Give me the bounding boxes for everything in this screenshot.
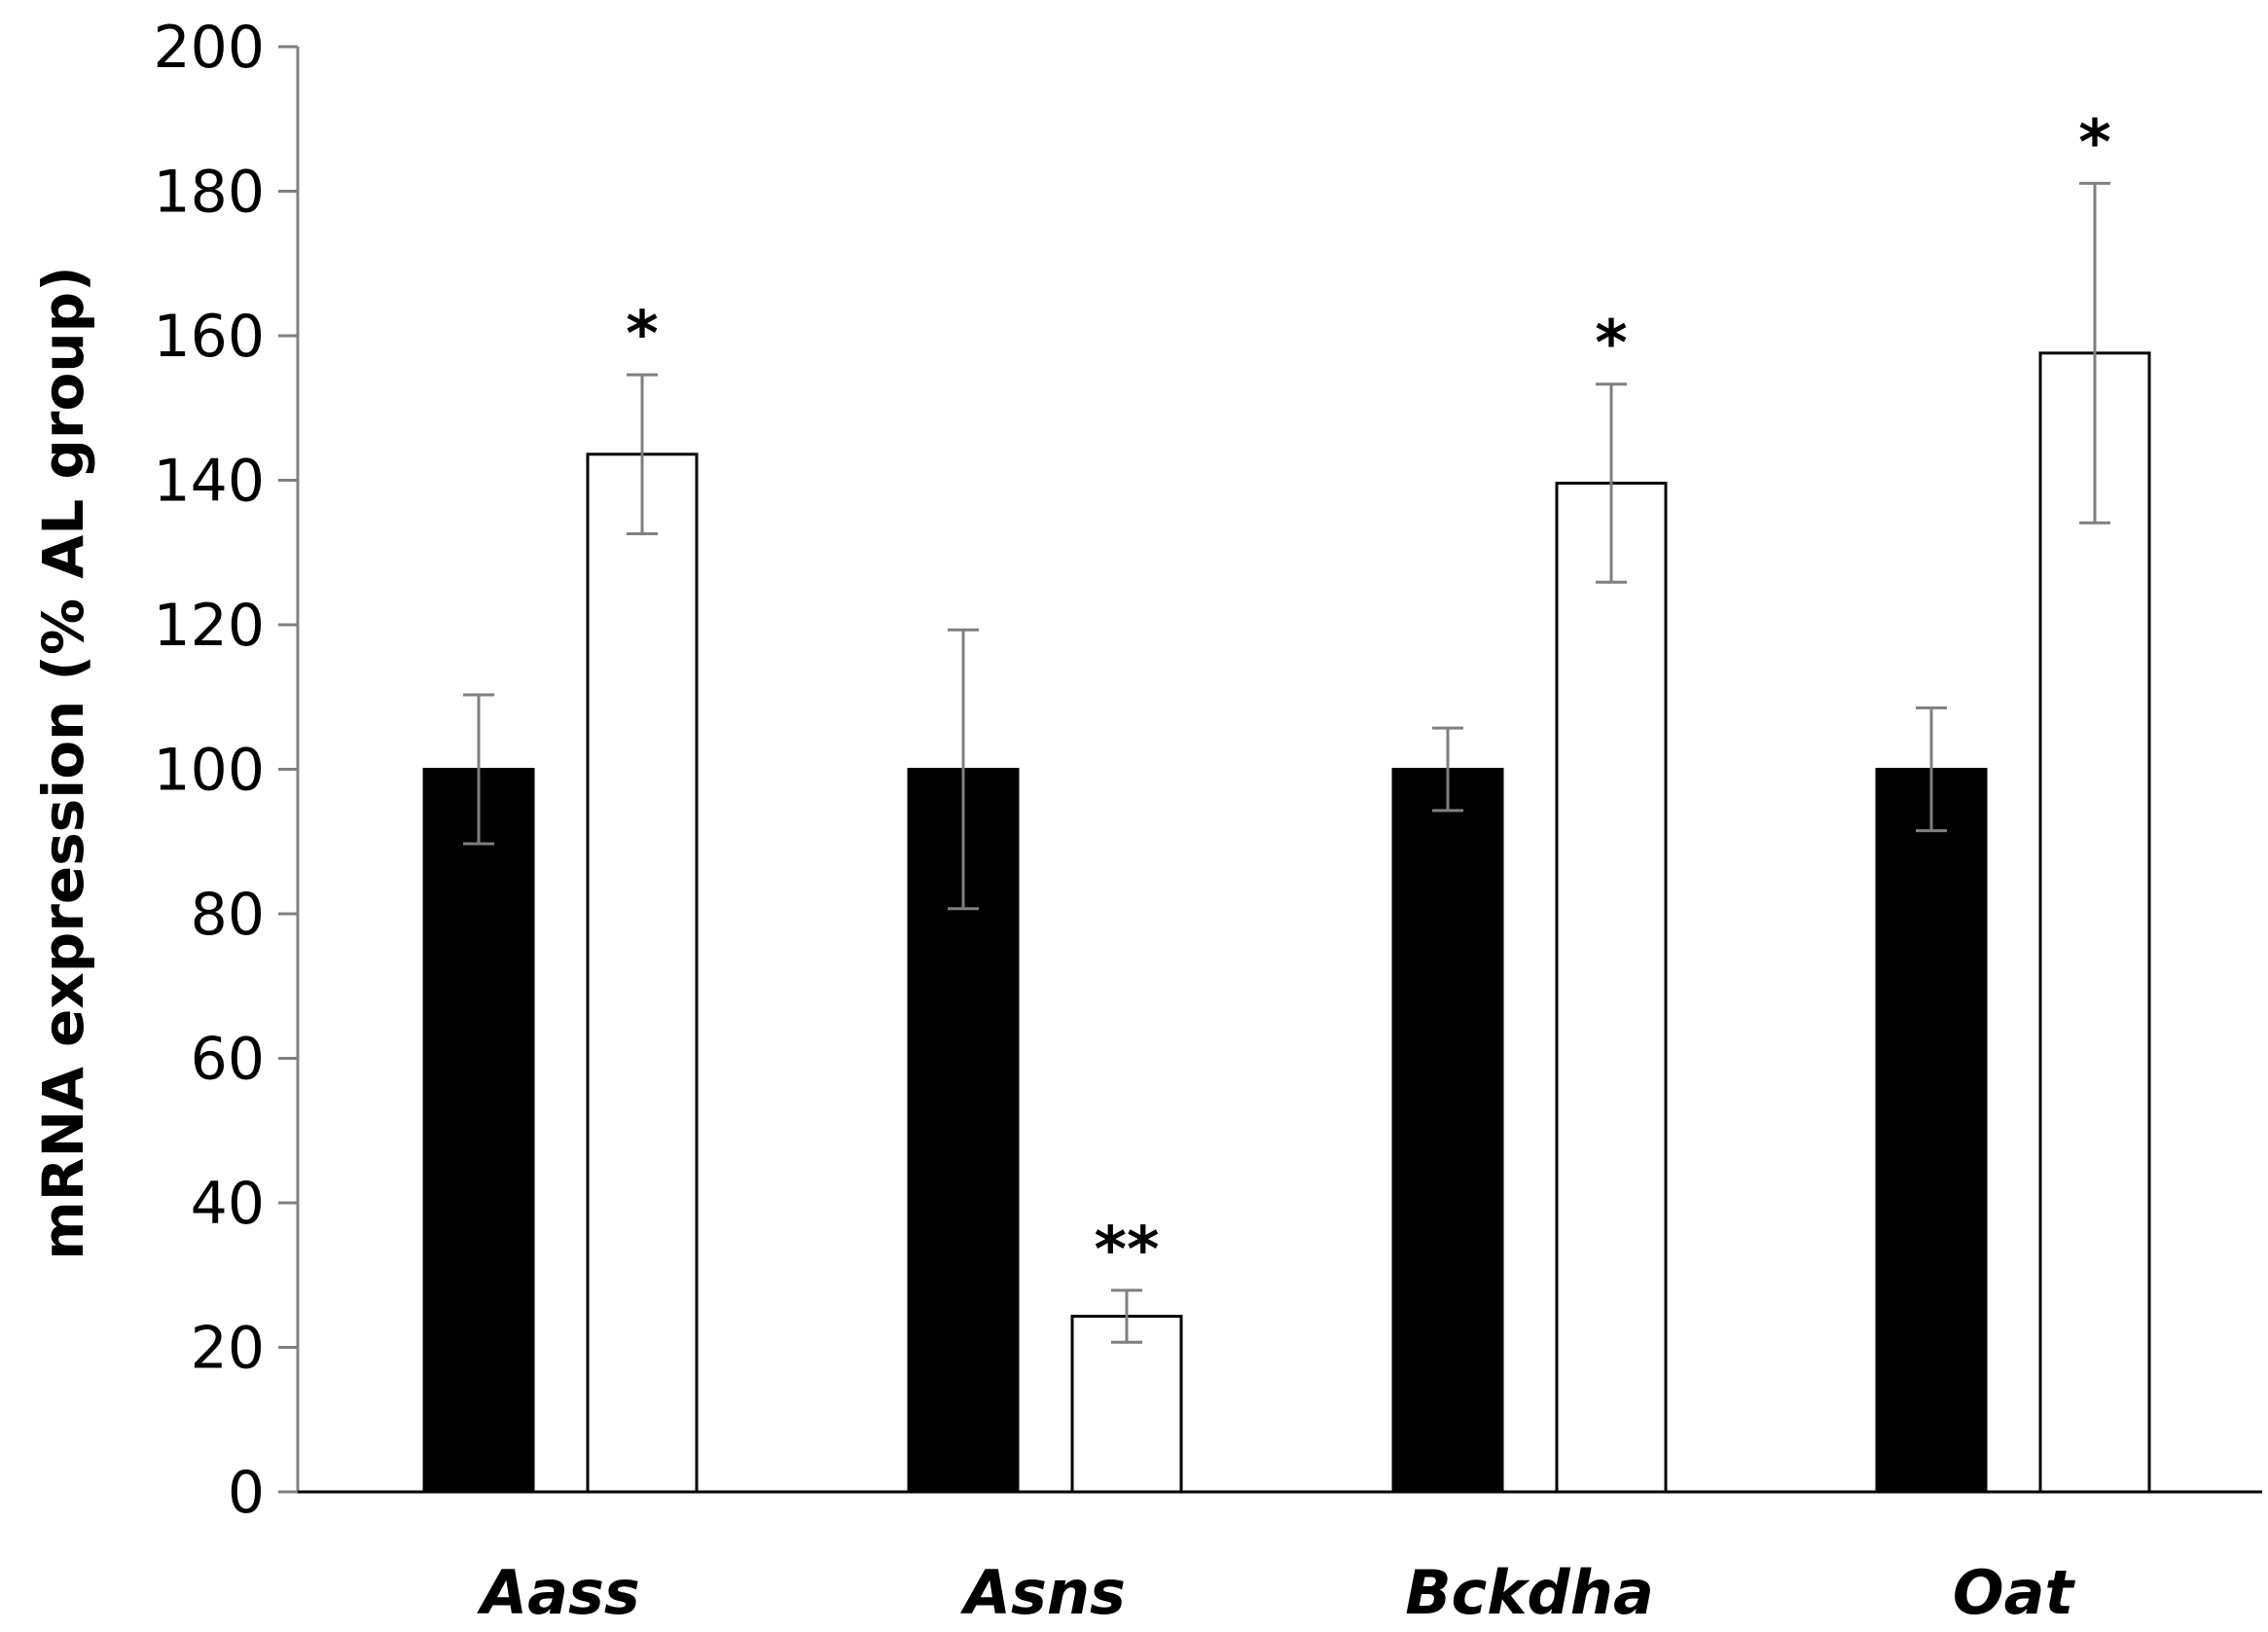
y-tick-label: 20 <box>191 1315 265 1383</box>
x-category-label-aass: Aass <box>476 1557 640 1628</box>
axes <box>296 47 2262 1494</box>
bar-aass-series-2 <box>586 453 699 1494</box>
significance-marker-asns: ** <box>1095 1215 1160 1287</box>
y-tick-label: 180 <box>153 159 265 227</box>
x-category-label-bckdha: Bckdha <box>1405 1557 1654 1628</box>
bar-bckdha-series-1 <box>1391 768 1504 1494</box>
y-tick-label: 120 <box>153 592 265 660</box>
bar-asns-series-2 <box>1070 1315 1183 1494</box>
x-axis-category-labels: Aass Asns Bckdha Oat <box>476 1557 2075 1628</box>
x-category-label-oat: Oat <box>1953 1557 2076 1628</box>
significance-marker-bckdha: * <box>1595 308 1627 381</box>
significance-marker-oat: * <box>2078 107 2110 179</box>
y-axis-ticks: 0 20 40 60 80 100 120 140 160 180 200 <box>153 14 298 1527</box>
y-tick-label: 200 <box>153 14 265 82</box>
significance-marker-aass: * <box>626 299 658 371</box>
error-bars <box>463 181 2110 1344</box>
bars <box>422 351 2151 1494</box>
significance-annotations: ***** <box>626 107 2110 1287</box>
y-tick-label: 60 <box>191 1026 265 1094</box>
y-tick-label: 100 <box>153 737 265 805</box>
bar-oat-series-2 <box>2038 351 2151 1494</box>
bar-aass-series-1 <box>422 768 535 1494</box>
y-tick-label: 80 <box>191 881 265 949</box>
y-axis-title: mRNA expression (% AL group) <box>30 266 96 1259</box>
x-category-label-asns: Asns <box>959 1557 1126 1628</box>
y-tick-label: 40 <box>191 1170 265 1238</box>
bar-bckdha-series-2 <box>1555 481 1668 1494</box>
y-tick-label: 160 <box>153 303 265 371</box>
y-tick-label: 140 <box>153 448 265 516</box>
y-tick-label: 0 <box>228 1459 265 1527</box>
bar-oat-series-1 <box>1875 768 1988 1494</box>
